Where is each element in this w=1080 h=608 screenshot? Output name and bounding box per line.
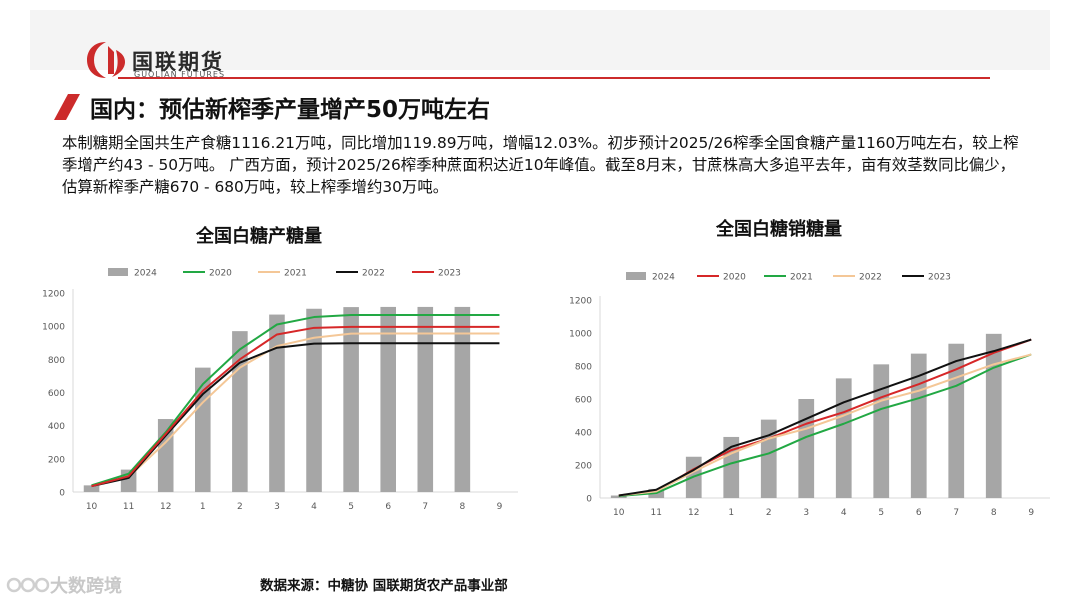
x-tick-label: 5: [878, 508, 884, 518]
bar-2024: [985, 333, 1002, 498]
line-series-2020: [618, 338, 1032, 497]
x-tick-label: 6: [916, 508, 922, 518]
bar-2024: [380, 306, 396, 492]
x-tick-label: 4: [311, 502, 317, 512]
x-tick-label: 8: [991, 508, 997, 518]
watermark: 大数跨境: [6, 572, 122, 598]
y-tick-label: 1200: [42, 290, 65, 300]
bar-2024: [835, 378, 852, 498]
bar-2024: [306, 308, 322, 492]
page-title: 国内：预估新榨季产量增产50万吨左右: [90, 97, 491, 123]
x-tick-label: 12: [688, 508, 699, 518]
legend-label-2022: 2022: [362, 269, 385, 279]
bar-2024: [269, 314, 285, 492]
x-tick-label: 10: [86, 502, 98, 512]
y-tick-label: 200: [575, 462, 592, 472]
data-source-note: 数据来源：中糖协 国联期货农产品事业部: [260, 578, 508, 594]
legend-label-2022: 2022: [859, 273, 882, 283]
line-series-2020: [91, 314, 500, 487]
legend-label-2023: 2023: [928, 273, 951, 283]
summary-paragraph: 本制糖期全国共生产食糖1116.21万吨，同比增加119.89万吨，增幅12.0…: [62, 134, 1019, 196]
y-tick-label: 400: [48, 422, 65, 432]
y-tick-label: 1200: [569, 297, 592, 307]
legend-label-2021: 2021: [284, 269, 307, 279]
x-tick-label: 1: [728, 508, 734, 518]
bar-2024: [948, 343, 965, 498]
bar-2024: [610, 495, 627, 498]
x-tick-label: 1: [200, 502, 206, 512]
bar-2024: [83, 485, 100, 492]
line-series-2022: [618, 353, 1032, 497]
chart-title-sales: 全国白糖销糖量: [716, 219, 842, 240]
logo-icon: [87, 42, 125, 78]
x-tick-label: 3: [803, 508, 809, 518]
y-tick-label: 600: [48, 389, 65, 399]
bar-2024: [343, 307, 359, 492]
logo-name: 国联期货: [132, 50, 224, 74]
y-tick-label: 0: [586, 495, 592, 505]
x-tick-label: 9: [1028, 508, 1034, 518]
y-tick-label: 800: [48, 356, 65, 366]
bar-2024: [798, 399, 815, 498]
watermark-logo-icon: [6, 577, 50, 593]
legend-label-2020: 2020: [209, 269, 232, 279]
company-logo: [84, 40, 128, 80]
line-series-2022: [91, 342, 500, 488]
watermark-text: 大数跨境: [50, 576, 122, 597]
y-tick-label: 200: [48, 455, 65, 465]
x-tick-label: 7: [953, 508, 959, 518]
line-series-2021: [618, 353, 1032, 498]
header-band: [30, 10, 1050, 70]
x-tick-label: 2: [237, 502, 243, 512]
x-tick-label: 12: [160, 502, 171, 512]
x-tick-label: 6: [385, 502, 391, 512]
y-tick-label: 600: [575, 396, 592, 406]
legend-label-2024: 2024: [652, 273, 675, 283]
legend-label-2023: 2023: [438, 269, 461, 279]
chart-title-production: 全国白糖产糖量: [196, 226, 322, 247]
legend-label-2024: 2024: [134, 269, 157, 279]
legend-label-2020: 2020: [723, 273, 746, 283]
x-tick-label: 10: [613, 508, 625, 518]
y-tick-label: 1000: [42, 323, 65, 333]
legend-swatch-2024: [108, 268, 128, 276]
header-divider: [118, 77, 990, 79]
bar-2024: [760, 419, 777, 498]
y-tick-label: 0: [59, 489, 65, 499]
line-series-2023: [91, 325, 500, 488]
x-tick-label: 2: [766, 508, 772, 518]
y-tick-label: 800: [575, 363, 592, 373]
x-tick-label: 8: [460, 502, 466, 512]
x-tick-label: 11: [123, 502, 134, 512]
title-slash-icon: [54, 94, 80, 120]
bar-2024: [873, 364, 890, 498]
x-tick-label: 5: [348, 502, 354, 512]
line-series-2023: [618, 338, 1032, 497]
y-tick-label: 400: [575, 429, 592, 439]
bar-2024: [417, 306, 434, 492]
legend-swatch-2024: [626, 272, 646, 280]
line-series-2021: [91, 332, 500, 488]
x-tick-label: 7: [422, 502, 428, 512]
x-tick-label: 11: [651, 508, 662, 518]
legend-label-2021: 2021: [790, 273, 813, 283]
y-tick-label: 1000: [569, 330, 592, 340]
bar-2024: [454, 306, 471, 492]
x-tick-label: 3: [274, 502, 280, 512]
x-tick-label: 9: [497, 502, 503, 512]
x-tick-label: 4: [841, 508, 847, 518]
logo-en: GUOLIAN FUTURES: [134, 70, 226, 79]
